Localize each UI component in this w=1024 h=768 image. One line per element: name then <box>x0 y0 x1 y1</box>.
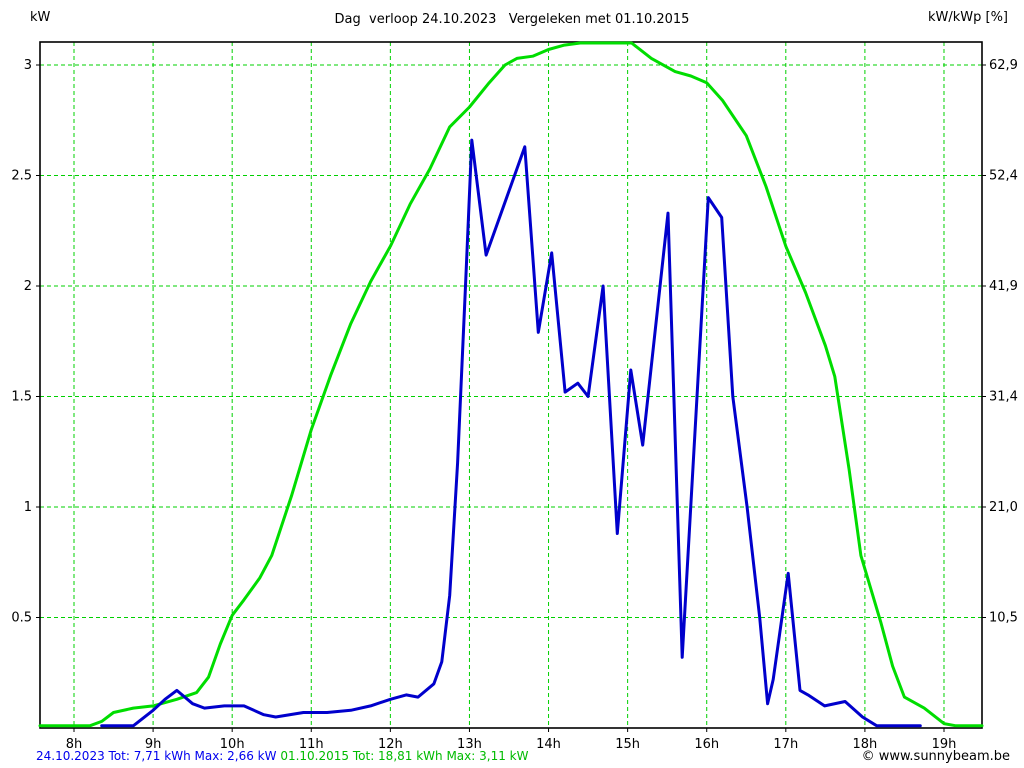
plot-border <box>39 41 983 729</box>
x-tick-label: 19h <box>932 737 957 752</box>
chart-title: Dag verloop 24.10.2023 Vergeleken met 01… <box>334 12 690 27</box>
left-axis-unit-label: kW <box>30 10 51 25</box>
series-line-01-10-2015 <box>38 41 984 728</box>
footer-legend: 24.10.2023 Tot: 7,71 kWh Max: 2,66 kW 01… <box>36 749 528 763</box>
x-tick-label: 14h <box>536 737 561 752</box>
right-tick-label: 62,9 <box>989 58 1018 73</box>
left-tick-label: 3 <box>24 58 32 73</box>
right-tick-label: 52,4 <box>989 169 1018 184</box>
copyright-text: © www.sunnybeam.be <box>861 749 1010 764</box>
x-tick-label: 18h <box>853 737 878 752</box>
right-tick-label: 31,4 <box>989 390 1018 405</box>
x-tick-label: 16h <box>694 737 719 752</box>
left-tick-label: 1 <box>24 500 32 515</box>
x-tick-label: 12h <box>378 737 403 752</box>
x-tick-label: 9h <box>145 737 162 752</box>
footer-series-compare: 01.10.2015 Tot: 18,81 kWh Max: 3,11 kW <box>280 749 529 763</box>
x-tick-label: 10h <box>220 737 245 752</box>
right-tick-label: 41,9 <box>989 279 1018 294</box>
x-tick-label: 8h <box>66 737 83 752</box>
left-tick-label: 2 <box>24 279 32 294</box>
right-axis-unit-label: kW/kWp [%] <box>927 10 1008 25</box>
x-tick-label: 17h <box>773 737 798 752</box>
left-tick-label: 2.5 <box>11 169 32 184</box>
x-tick-label: 11h <box>299 737 324 752</box>
series-line-24-10-2023 <box>100 138 922 728</box>
right-tick-label: 21,0 <box>989 500 1018 515</box>
right-tick-label: 10,5 <box>989 611 1018 626</box>
left-tick-label: 0.5 <box>11 611 32 626</box>
x-tick-label: 15h <box>615 737 640 752</box>
left-tick-label: 1.5 <box>11 390 32 405</box>
footer-series-today: 24.10.2023 Tot: 7,71 kWh Max: 2,66 kW <box>36 749 277 763</box>
x-tick-label: 13h <box>457 737 482 752</box>
